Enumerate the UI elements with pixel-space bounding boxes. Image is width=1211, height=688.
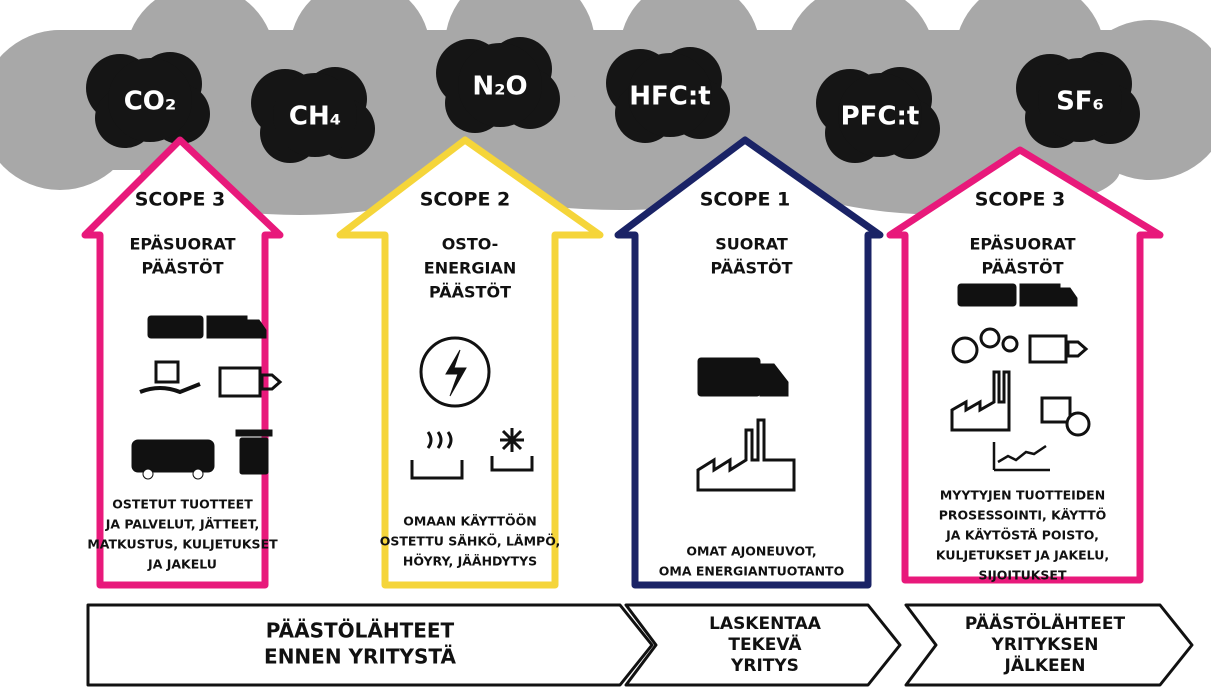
gas-cloud: SF₆ — [1016, 52, 1140, 148]
stage-label: YRITYS — [730, 656, 799, 676]
gas-label: PFC:t — [841, 102, 920, 132]
stage-label: LASKENTAA — [709, 614, 822, 634]
gas-cloud: N₂O — [436, 37, 560, 133]
scope-heading: OSTO- — [442, 235, 499, 254]
scope-heading: PÄÄSTÖT — [711, 259, 793, 278]
gas-label: SF₆ — [1056, 87, 1104, 117]
gas-label: N₂O — [472, 72, 527, 102]
stage-label: PÄÄSTÖLÄHTEET — [965, 612, 1126, 634]
scope-description: JA KÄYTÖSTÄ POISTO, — [945, 528, 1099, 543]
scope-label: SCOPE 1 — [700, 189, 791, 211]
scope-description: OSTETUT TUOTTEET — [112, 497, 253, 512]
gas-cloud: CH₄ — [251, 67, 375, 163]
scope-description: JA JAKELU — [147, 557, 217, 572]
diagram: CO₂ CH₄ N₂O HFC:t PFC:t SF₆ SCOPE 3 EPÄSUORAT PÄ… — [0, 0, 1211, 688]
scope-description: MATKUSTUS, KULJETUKSET — [87, 537, 278, 552]
scope-heading: EPÄSUORAT — [129, 235, 235, 254]
scope-heading: ENERGIAN — [424, 259, 516, 278]
gas-cloud: PFC:t — [816, 67, 940, 163]
stage-label: TEKEVÄ — [728, 633, 802, 655]
gas-label: CO₂ — [124, 87, 177, 117]
scope-heading: PÄÄSTÖT — [982, 259, 1064, 278]
scope-description: OSTETTU SÄHKÖ, LÄMPÖ, — [380, 534, 561, 549]
scope-description: KULJETUKSET JA JAKELU, — [936, 548, 1109, 563]
scope-description: OMAT AJONEUVOT, — [686, 544, 816, 559]
scope-label: SCOPE 3 — [135, 189, 226, 211]
scope-heading: EPÄSUORAT — [969, 235, 1075, 254]
stage-label: JÄLKEEN — [1004, 654, 1086, 676]
scope-heading: PÄÄSTÖT — [429, 283, 511, 302]
gas-label: HFC:t — [629, 82, 710, 112]
scope-heading: PÄÄSTÖT — [142, 259, 224, 278]
scope-label: SCOPE 2 — [420, 189, 511, 211]
scope-description: OMAAN KÄYTTÖÖN — [403, 514, 537, 529]
stage-label: PÄÄSTÖLÄHTEET — [266, 619, 455, 643]
gas-label: CH₄ — [289, 102, 341, 132]
gas-cloud: HFC:t — [606, 47, 730, 143]
scope-description: OMA ENERGIANTUOTANTO — [659, 564, 844, 579]
scope-heading: SUORAT — [715, 235, 788, 254]
gas-cloud: CO₂ — [86, 52, 210, 148]
stage-label: ENNEN YRITYSTÄ — [264, 645, 456, 669]
scope-description: MYYTYJEN TUOTTEIDEN — [940, 488, 1105, 503]
scope-description: PROSESSOINTI, KÄYTTÖ — [939, 508, 1107, 523]
stage-label: YRITYKSEN — [991, 635, 1099, 655]
scope-description: HÖYRY, JÄÄHDYTYS — [403, 554, 537, 569]
scope-description: SIJOITUKSET — [978, 568, 1066, 583]
scope-description: JA PALVELUT, JÄTTEET, — [105, 517, 260, 532]
scope-label: SCOPE 3 — [975, 189, 1066, 211]
